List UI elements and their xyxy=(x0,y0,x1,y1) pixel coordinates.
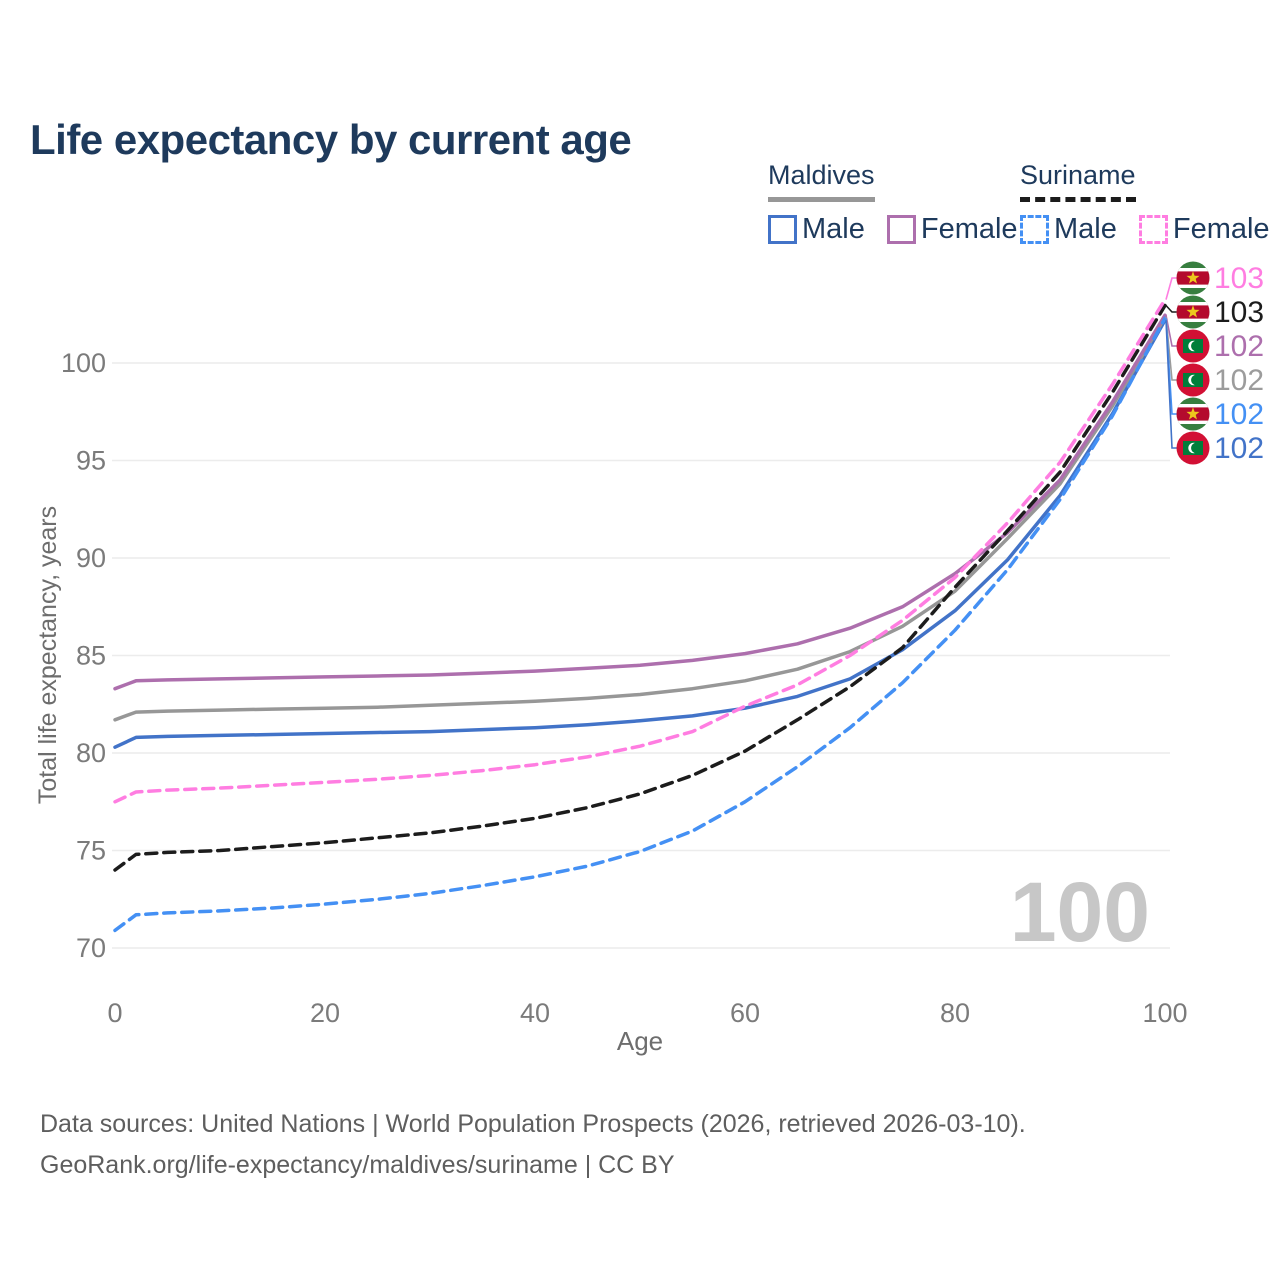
x-tick-label-80: 80 xyxy=(940,998,970,1028)
suriname-flag-icon xyxy=(1176,397,1210,431)
y-tick-label-85: 85 xyxy=(76,641,106,671)
legend-group-maldives: Maldives Male Female xyxy=(768,160,1018,246)
end-label-leader xyxy=(1165,304,1178,313)
end-value-label-suriname-both-sexes-: 103 xyxy=(1214,296,1264,329)
suriname-male-swatch-icon xyxy=(1020,215,1049,244)
series-line-maldives-male[interactable] xyxy=(113,318,1167,749)
legend-item-suriname-male[interactable]: Male xyxy=(1020,213,1117,246)
maldives-female-swatch-icon xyxy=(886,215,916,244)
legend-country-suriname[interactable]: Suriname xyxy=(1020,160,1136,202)
legend-item-maldives-male[interactable]: Male xyxy=(768,213,865,246)
legend-label-maldives-male: Male xyxy=(802,213,865,245)
page-title: Life expectancy by current age xyxy=(30,116,632,164)
y-axis-title: Total life expectancy, years xyxy=(34,505,62,805)
y-tick-label-75: 75 xyxy=(76,836,106,866)
legend-label-maldives-female: Female xyxy=(920,213,1018,245)
end-value-label-maldives-male: 102 xyxy=(1214,432,1264,465)
y-tick-label-70: 70 xyxy=(76,933,106,963)
end-label-leader xyxy=(1165,277,1178,300)
y-tick-label-80: 80 xyxy=(76,738,106,768)
maldives-flag-icon xyxy=(1176,329,1210,363)
x-tick-label-60: 60 xyxy=(730,998,760,1028)
footer: Data sources: United Nations | World Pop… xyxy=(40,1104,1026,1186)
x-axis-title: Age xyxy=(616,1026,664,1056)
end-label-leader xyxy=(1165,320,1178,449)
series-line-suriname-male[interactable] xyxy=(113,316,1167,933)
end-label-leader xyxy=(1165,315,1178,347)
end-value-label-suriname-female: 103 xyxy=(1214,262,1264,295)
legend-label-suriname-male: Male xyxy=(1054,213,1117,245)
x-tick-label-40: 40 xyxy=(520,998,550,1028)
legend-label-suriname-female: Female xyxy=(1172,213,1270,245)
legend-item-maldives-female[interactable]: Female xyxy=(886,213,1018,246)
legend-country-maldives[interactable]: Maldives xyxy=(768,160,875,202)
y-tick-label-100: 100 xyxy=(61,348,106,378)
suriname-flag-icon xyxy=(1176,261,1210,295)
x-tick-label-20: 20 xyxy=(310,998,340,1028)
age-counter-watermark: 100 xyxy=(1009,865,1150,959)
series-line-maldives-female[interactable] xyxy=(113,313,1167,691)
suriname-female-swatch-icon xyxy=(1138,215,1168,244)
end-value-label-maldives-both-sexes-: 102 xyxy=(1214,364,1264,397)
footer-source-url: GeoRank.org/life-expectancy/maldives/sur… xyxy=(40,1151,675,1179)
suriname-flag-icon xyxy=(1176,295,1210,329)
maldives-flag-icon xyxy=(1176,431,1210,465)
end-value-label-maldives-female: 102 xyxy=(1214,330,1264,363)
legend-item-suriname-female[interactable]: Female xyxy=(1138,213,1270,246)
series-line-suriname-total[interactable] xyxy=(113,303,1167,872)
maldives-male-swatch-icon xyxy=(768,215,797,244)
end-value-label-suriname-male: 102 xyxy=(1214,398,1264,431)
legend-group-suriname: Suriname Male Female xyxy=(1020,160,1270,246)
footer-data-sources: Data sources: United Nations | World Pop… xyxy=(40,1110,1026,1138)
series-line-suriname-female[interactable] xyxy=(113,297,1167,804)
x-tick-label-100: 100 xyxy=(1142,998,1187,1028)
maldives-flag-icon xyxy=(1176,363,1210,397)
x-tick-label-0: 0 xyxy=(107,998,122,1028)
series-line-maldives-total[interactable] xyxy=(113,315,1167,722)
y-tick-label-95: 95 xyxy=(76,446,106,476)
y-tick-label-90: 90 xyxy=(76,543,106,573)
